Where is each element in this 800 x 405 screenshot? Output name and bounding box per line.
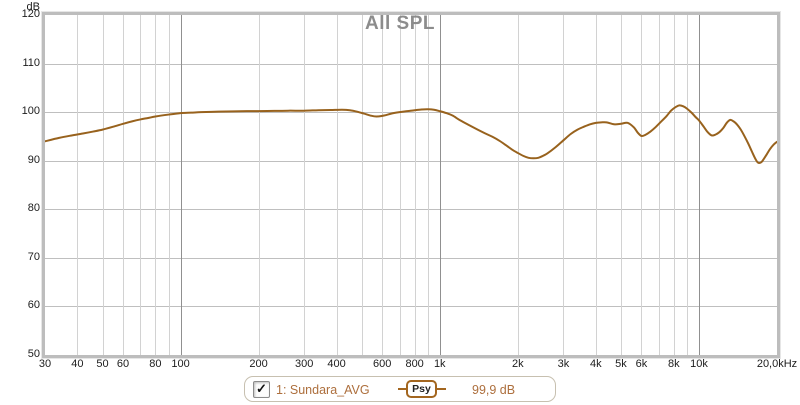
plot-area	[42, 12, 780, 358]
y-tick-label: 80	[27, 202, 40, 215]
x-tick-label: 600	[373, 358, 392, 370]
trace-label[interactable]: 1: Sundara_AVG	[276, 383, 370, 397]
trace-line-sample-left	[398, 388, 407, 390]
spl-value: 99,9 dB	[472, 383, 516, 397]
x-tick-label: 50	[96, 358, 109, 370]
frequency-response-plot	[45, 15, 777, 355]
x-tick-label: 30	[38, 358, 52, 370]
x-tick-label: 3k	[557, 358, 570, 370]
x-tick-label: 1k	[433, 358, 446, 370]
x-tick-label: 200	[249, 358, 268, 370]
x-tick-label: 20,0kHz	[756, 358, 798, 370]
x-tick-label: 400	[327, 358, 346, 370]
x-tick-label: 4k	[590, 358, 602, 370]
x-tick-label: 300	[295, 358, 314, 370]
y-tick-label: 90	[27, 153, 40, 166]
x-tick-label: 800	[405, 358, 424, 370]
y-tick-label: 60	[27, 299, 40, 312]
legend[interactable]: ✓ 1: Sundara_AVG Psy 99,9 dB	[244, 376, 556, 402]
y-axis-unit-label: dB	[26, 1, 40, 13]
checkmark-icon: ✓	[256, 381, 267, 396]
x-tick-label: 80	[149, 358, 162, 370]
trace-line-sample-right	[437, 388, 446, 390]
x-tick-label: 10k	[690, 358, 708, 370]
y-tick-label: 100	[21, 105, 40, 118]
x-tick-label: 2k	[511, 358, 524, 370]
x-tick-label: 8k	[668, 358, 680, 370]
y-tick-label: 70	[27, 250, 40, 263]
x-tick-label: 6k	[635, 358, 648, 370]
trace-checkbox[interactable]: ✓	[253, 381, 270, 398]
y-tick-label: 120	[21, 8, 40, 20]
y-tick-label: 110	[22, 56, 40, 69]
x-tick-label: 40	[71, 358, 84, 370]
y-tick-label: 50	[27, 348, 40, 360]
spl-trace	[45, 104, 777, 164]
smoothing-badge[interactable]: Psy	[406, 380, 437, 398]
x-tick-label: 60	[116, 358, 130, 370]
x-tick-label: 100	[171, 358, 190, 370]
x-tick-label: 5k	[615, 358, 627, 370]
